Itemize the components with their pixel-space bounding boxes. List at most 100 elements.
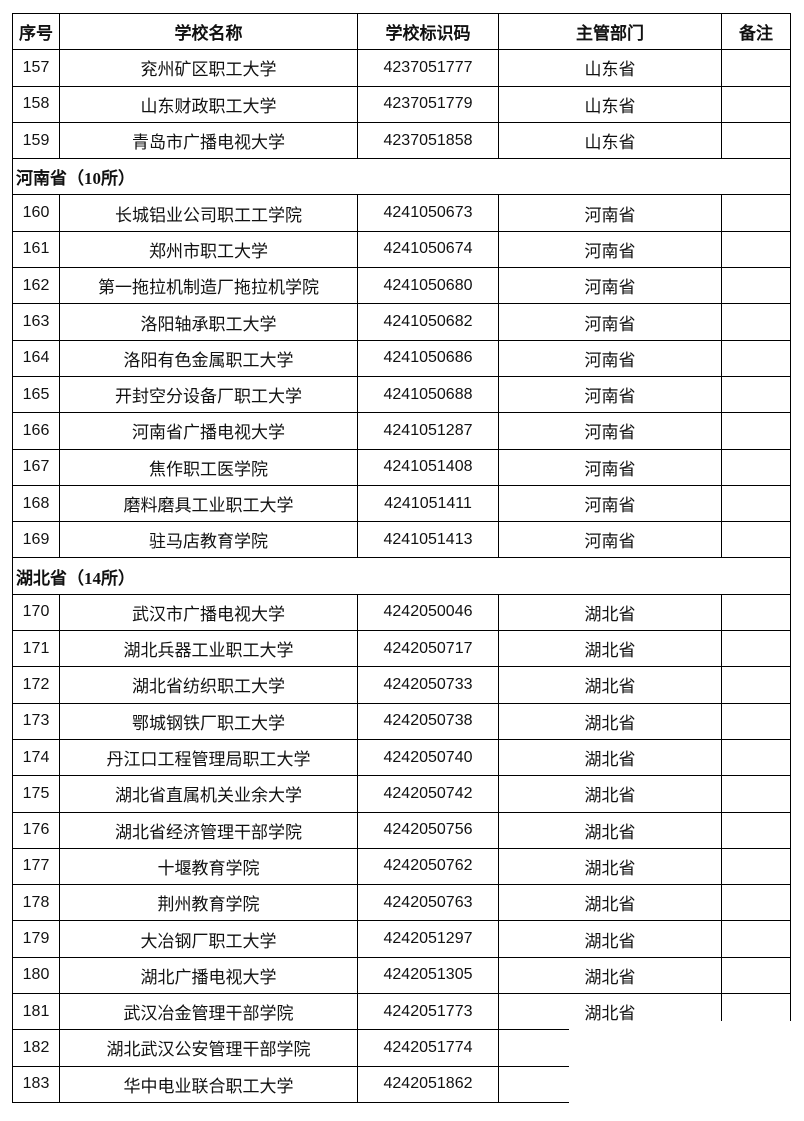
table-row: 170 武汉市广播电视大学 4242050046 湖北省 bbox=[12, 593, 791, 632]
cell-name: 第一拖拉机制造厂拖拉机学院 bbox=[59, 267, 358, 305]
cell-name: 河南省广播电视大学 bbox=[59, 412, 358, 450]
table-row: 165 开封空分设备厂职工大学 4241050688 河南省 bbox=[12, 375, 791, 414]
table-row: 171 湖北兵器工业职工大学 4242050717 湖北省 bbox=[12, 630, 791, 668]
cell-code: 4242051774 bbox=[357, 1029, 499, 1067]
cell-dept: 湖北省 bbox=[498, 811, 722, 849]
table-row: 174 丹江口工程管理局职工大学 4242050740 湖北省 bbox=[12, 738, 791, 777]
cell-dept: 河南省 bbox=[498, 375, 722, 414]
cell-code: 4237051777 bbox=[357, 49, 499, 87]
cell-code: 4242051297 bbox=[357, 920, 499, 958]
cell-no: 168 bbox=[12, 484, 60, 523]
cell-code: 4241050686 bbox=[357, 339, 499, 377]
cell-no: 163 bbox=[12, 303, 60, 341]
cell-remark bbox=[721, 267, 791, 305]
cell-code: 4241051413 bbox=[357, 521, 499, 559]
cell-no: 182 bbox=[12, 1029, 60, 1067]
cell-dept: 河南省 bbox=[498, 412, 722, 450]
cell-no: 164 bbox=[12, 339, 60, 377]
table-row: 164 洛阳有色金属职工大学 4241050686 河南省 bbox=[12, 339, 791, 377]
cell-code: 4241050688 bbox=[357, 375, 499, 414]
cell-remark bbox=[721, 775, 791, 813]
cell-code: 4241050674 bbox=[357, 230, 499, 269]
cell-remark bbox=[721, 811, 791, 849]
table-row: 163 洛阳轴承职工大学 4241050682 河南省 bbox=[12, 303, 791, 341]
cell-no: 176 bbox=[12, 811, 60, 849]
table-row: 176 湖北省经济管理干部学院 4242050756 湖北省 bbox=[12, 811, 791, 849]
cell-dept: 河南省 bbox=[498, 267, 722, 305]
cell-no: 162 bbox=[12, 267, 60, 305]
table-row: 179 大冶钢厂职工大学 4242051297 湖北省 bbox=[12, 920, 791, 958]
cell-name: 大冶钢厂职工大学 bbox=[59, 920, 358, 958]
cell-no: 159 bbox=[12, 121, 60, 160]
cell-name: 丹江口工程管理局职工大学 bbox=[59, 738, 358, 777]
cell-no: 171 bbox=[12, 630, 60, 668]
cell-code: 4242050763 bbox=[357, 884, 499, 922]
header-dept: 主管部门 bbox=[498, 12, 722, 51]
cell-no: 170 bbox=[12, 593, 60, 632]
table-row: 168 磨料磨具工业职工大学 4241051411 河南省 bbox=[12, 484, 791, 523]
cell-name: 兖州矿区职工大学 bbox=[59, 49, 358, 87]
cell-no: 180 bbox=[12, 956, 60, 995]
cell-name: 开封空分设备厂职工大学 bbox=[59, 375, 358, 414]
cell-name: 湖北兵器工业职工大学 bbox=[59, 630, 358, 668]
cell-remark bbox=[721, 847, 791, 886]
cell-code: 4242051862 bbox=[357, 1065, 499, 1103]
cell-code: 4242050742 bbox=[357, 775, 499, 813]
table-row: 178 荆州教育学院 4242050763 湖北省 bbox=[12, 884, 791, 922]
cell-code: 4242050740 bbox=[357, 738, 499, 777]
cell-dept: 河南省 bbox=[498, 230, 722, 269]
cell-code: 4242050717 bbox=[357, 630, 499, 668]
cell-remark bbox=[721, 666, 791, 704]
cell-name: 山东财政职工大学 bbox=[59, 85, 358, 123]
section-row: 湖北省（14所） bbox=[12, 557, 791, 595]
table-row: 159 青岛市广播电视大学 4237051858 山东省 bbox=[12, 121, 791, 160]
table-row: 169 驻马店教育学院 4241051413 河南省 bbox=[12, 521, 791, 559]
cell-remark bbox=[721, 230, 791, 269]
cell-name: 湖北省纺织职工大学 bbox=[59, 666, 358, 704]
cell-dept: 湖北省 bbox=[498, 630, 722, 668]
cell-dept: 湖北省 bbox=[498, 593, 722, 632]
cell-dept: 湖北省 bbox=[498, 738, 722, 777]
header-no: 序号 bbox=[12, 12, 60, 51]
table-row: 161 郑州市职工大学 4241050674 河南省 bbox=[12, 230, 791, 269]
cell-dept: 湖北省 bbox=[498, 884, 722, 922]
cell-remark bbox=[721, 303, 791, 341]
cell-name: 长城铝业公司职工工学院 bbox=[59, 194, 358, 232]
cell-name: 华中电业联合职工大学 bbox=[59, 1065, 358, 1103]
cell-name: 荆州教育学院 bbox=[59, 884, 358, 922]
cell-no: 177 bbox=[12, 847, 60, 886]
table-row: 157 兖州矿区职工大学 4237051777 山东省 bbox=[12, 49, 791, 87]
cell-name: 湖北广播电视大学 bbox=[59, 956, 358, 995]
cell-code: 4242050762 bbox=[357, 847, 499, 886]
table-row: 158 山东财政职工大学 4237051779 山东省 bbox=[12, 85, 791, 123]
cropped-area bbox=[569, 1021, 804, 1121]
cell-code: 4237051779 bbox=[357, 85, 499, 123]
cell-dept: 湖北省 bbox=[498, 775, 722, 813]
cell-no: 160 bbox=[12, 194, 60, 232]
cell-remark bbox=[721, 49, 791, 87]
section-label: 河南省（10所） bbox=[12, 158, 791, 196]
cell-dept: 湖北省 bbox=[498, 920, 722, 958]
cell-dept: 山东省 bbox=[498, 49, 722, 87]
cell-remark bbox=[721, 521, 791, 559]
cell-remark bbox=[721, 85, 791, 123]
cell-dept: 湖北省 bbox=[498, 702, 722, 740]
cell-name: 驻马店教育学院 bbox=[59, 521, 358, 559]
cell-name: 湖北省经济管理干部学院 bbox=[59, 811, 358, 849]
cell-no: 158 bbox=[12, 85, 60, 123]
cell-remark bbox=[721, 121, 791, 160]
cell-dept: 湖北省 bbox=[498, 847, 722, 886]
header-remark: 备注 bbox=[721, 12, 791, 51]
table-row: 167 焦作职工医学院 4241051408 河南省 bbox=[12, 448, 791, 486]
cell-code: 4241050682 bbox=[357, 303, 499, 341]
cell-name: 湖北省直属机关业余大学 bbox=[59, 775, 358, 813]
cell-remark bbox=[721, 375, 791, 414]
cell-dept: 河南省 bbox=[498, 194, 722, 232]
table-row: 181 武汉冶金管理干部学院 4242051773 湖北省 bbox=[12, 993, 791, 1031]
table-row: 180 湖北广播电视大学 4242051305 湖北省 bbox=[12, 956, 791, 995]
cell-remark bbox=[721, 630, 791, 668]
section-label: 湖北省（14所） bbox=[12, 557, 791, 595]
cell-no: 181 bbox=[12, 993, 60, 1031]
cell-no: 172 bbox=[12, 666, 60, 704]
table-row: 172 湖北省纺织职工大学 4242050733 湖北省 bbox=[12, 666, 791, 704]
